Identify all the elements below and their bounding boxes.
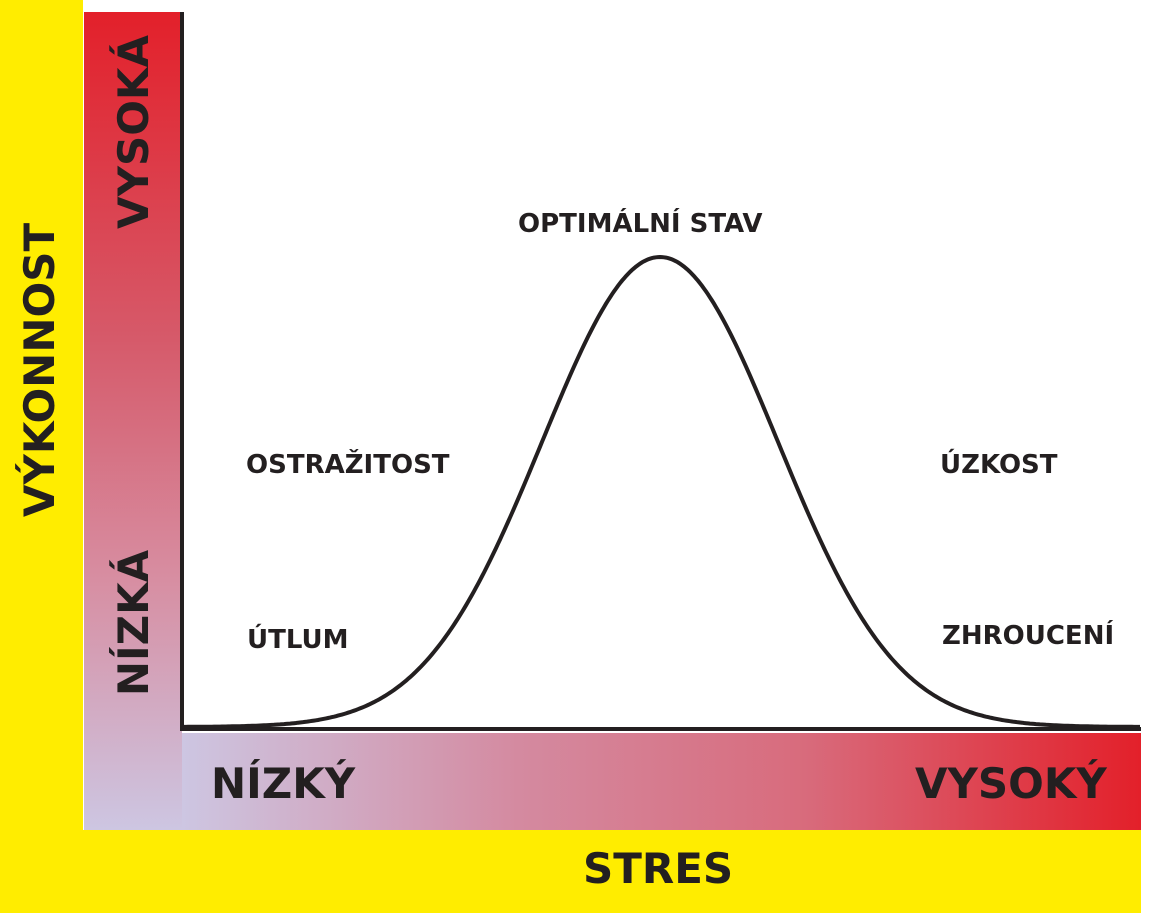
- y-axis-title: VÝKONNOST: [15, 222, 64, 518]
- y-axis-low-label: NÍZKÁ: [109, 549, 158, 697]
- x-axis-title: STRES: [583, 844, 734, 893]
- label-alertness: OSTRAŽITOST: [246, 450, 450, 480]
- x-axis-low-label: NÍZKÝ: [211, 759, 356, 808]
- y-axis-band: [0, 0, 83, 913]
- label-anxiety: ÚZKOST: [940, 450, 1058, 480]
- y-axis-high-label: VYSOKÁ: [109, 35, 158, 229]
- label-optimal-state: OPTIMÁLNÍ STAV: [518, 209, 763, 239]
- x-axis-high-label: VYSOKÝ: [915, 759, 1107, 808]
- label-breakdown: ZHROUCENÍ: [942, 621, 1115, 651]
- x-axis-band: [0, 830, 1141, 913]
- label-inhibition: ÚTLUM: [247, 625, 349, 655]
- x-axis-gradient: [182, 733, 1141, 830]
- performance-curve: [182, 254, 1140, 729]
- y-axis-gradient: [84, 12, 182, 830]
